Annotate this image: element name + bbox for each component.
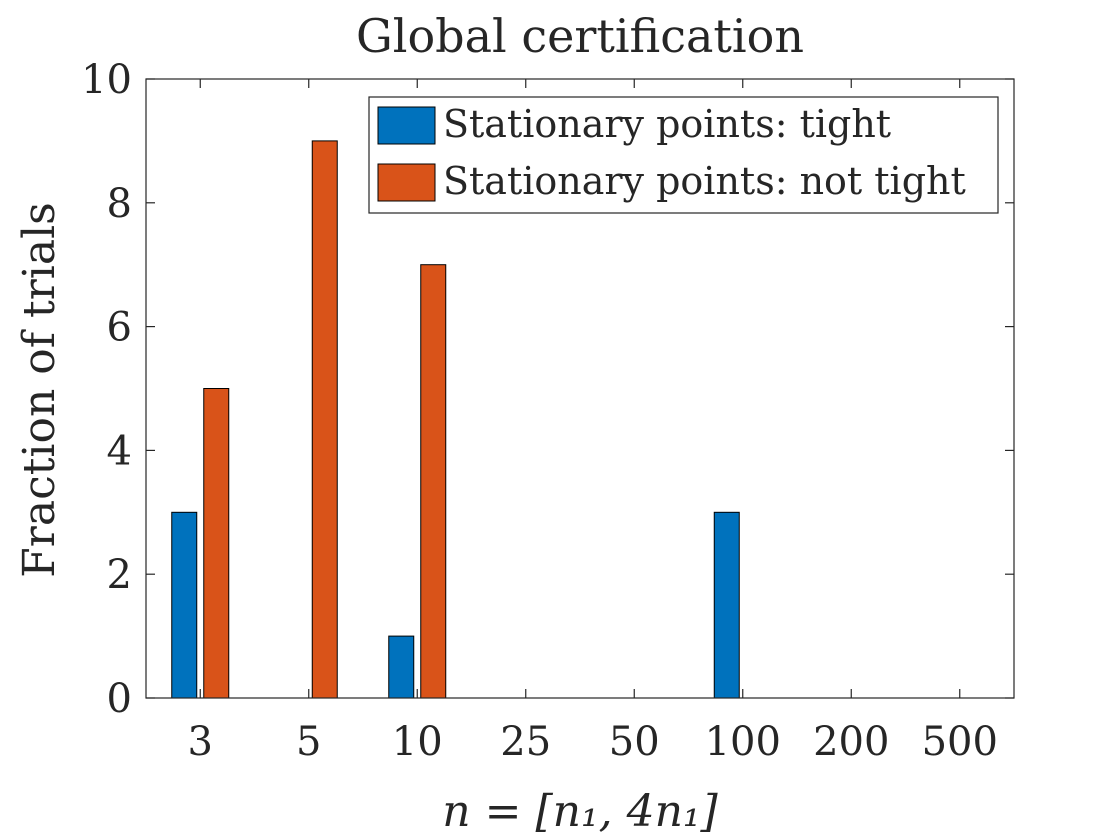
x-tick-label: 3 [188,719,213,765]
x-tick-label: 25 [500,719,551,765]
x-tick-label: 50 [609,719,660,765]
legend-label-tight: Stationary points: tight [443,102,891,146]
legend: Stationary points: tight Stationary point… [368,96,999,214]
legend-box [368,96,999,214]
x-axis-label: n = [n₁, 4n₁] [442,786,718,837]
x-tick-label: 200 [813,719,889,765]
x-tick-label: 100 [705,719,781,765]
bar-not-tight-10 [420,264,447,699]
x-tick-label: 500 [922,719,998,765]
y-tick-label: 10 [81,57,132,103]
y-tick-label: 6 [107,305,132,351]
legend-label-not-tight: Stationary points: not tight [443,159,966,203]
x-tick-label: 10 [392,719,443,765]
y-tick-label: 4 [107,428,132,474]
bar-not-tight-3 [203,388,230,699]
bar-tight-3 [171,511,198,699]
chart-title: Global certification [356,9,804,63]
y-tick-label: 8 [107,181,132,227]
bar-tight-10 [388,635,415,699]
y-tick-label: 0 [107,676,132,722]
x-tick-label: 5 [296,719,321,765]
legend-swatch-tight [377,106,436,145]
axes-box [145,78,1015,699]
legend-swatch-not-tight [377,163,436,202]
bar-tight-100 [713,511,740,699]
bar-not-tight-5 [311,140,338,699]
y-tick-label: 2 [107,552,132,598]
plot-area: 3 5 10 25 50 100 200 500 0 2 4 6 8 10 [81,57,1015,765]
y-axis-label: Fraction of trials [14,202,65,577]
